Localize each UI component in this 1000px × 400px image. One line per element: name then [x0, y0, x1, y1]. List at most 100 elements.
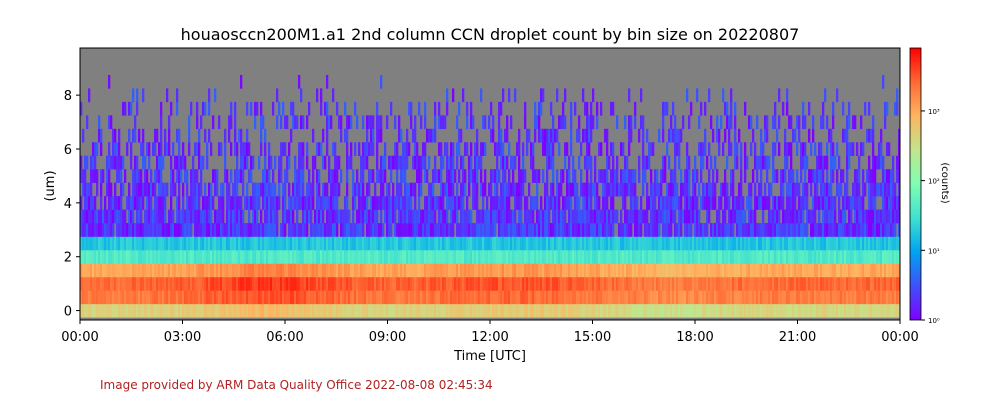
heatmap-cell [740, 290, 743, 305]
heatmap-cell [836, 249, 839, 264]
heatmap-cell [300, 223, 303, 237]
heatmap-cell [524, 263, 527, 278]
heatmap-cell [230, 196, 233, 210]
heatmap-cell [706, 155, 709, 170]
heatmap-cell [722, 88, 725, 103]
heatmap-cell [236, 303, 239, 318]
heatmap-cell [786, 236, 789, 251]
heatmap-cell [544, 182, 547, 197]
heatmap-cell [768, 290, 771, 305]
heatmap-cell [242, 169, 245, 183]
heatmap-cell [596, 209, 599, 224]
heatmap-cell [676, 236, 679, 251]
heatmap-cell [170, 236, 173, 251]
heatmap-cell [424, 303, 427, 318]
heatmap-cell [634, 236, 637, 251]
heatmap-cell [402, 249, 405, 264]
heatmap-cell [438, 236, 441, 251]
heatmap-cell [804, 182, 807, 197]
heatmap-cell [428, 223, 431, 237]
heatmap-cell [736, 142, 739, 157]
heatmap-cell [268, 196, 271, 210]
heatmap-cell [554, 236, 557, 251]
heatmap-cell [756, 276, 759, 291]
heatmap-cell [160, 128, 163, 143]
heatmap-cell [498, 236, 501, 251]
heatmap-cell [168, 115, 171, 130]
heatmap-cell [638, 249, 641, 264]
heatmap-cell [100, 169, 103, 183]
heatmap-cell [634, 290, 637, 305]
heatmap-cell [814, 303, 817, 318]
heatmap-cell [694, 196, 697, 210]
heatmap-cell [302, 223, 305, 237]
heatmap-cell [536, 223, 539, 237]
heatmap-cell [298, 142, 301, 157]
heatmap-cell [292, 196, 295, 210]
heatmap-cell [664, 249, 667, 264]
heatmap-cell [764, 303, 767, 318]
heatmap-cell [700, 223, 703, 237]
heatmap-cell [662, 196, 665, 210]
heatmap-cell [386, 196, 389, 210]
heatmap-cell [150, 263, 153, 278]
heatmap-cell [370, 290, 373, 305]
heatmap-cell [760, 303, 763, 318]
heatmap-cell [510, 263, 513, 278]
heatmap-cell [222, 303, 225, 318]
heatmap-cell [490, 249, 493, 264]
heatmap-cell [668, 223, 671, 237]
heatmap-cell [316, 169, 319, 183]
heatmap-cell [728, 128, 731, 143]
heatmap-cell [476, 263, 479, 278]
heatmap-cell [776, 290, 779, 305]
heatmap-cell [522, 142, 525, 157]
heatmap-cell [734, 236, 737, 251]
heatmap-cell [122, 303, 125, 318]
heatmap-cell [728, 209, 731, 224]
heatmap-cell [386, 115, 389, 130]
heatmap-cell [886, 182, 889, 197]
heatmap-cell [238, 276, 241, 291]
heatmap-cell [226, 223, 229, 237]
heatmap-cell [398, 209, 401, 224]
heatmap-cell [472, 263, 475, 278]
heatmap-cell [374, 276, 377, 291]
heatmap-cell [814, 209, 817, 224]
heatmap-cell [578, 236, 581, 251]
heatmap-cell [578, 290, 581, 305]
heatmap-cell [396, 303, 399, 318]
heatmap-cell [634, 101, 637, 116]
heatmap-cell [320, 303, 323, 318]
heatmap-cell [94, 169, 97, 183]
heatmap-cell [828, 249, 831, 264]
heatmap-cell [856, 209, 859, 224]
heatmap-cell [830, 276, 833, 291]
heatmap-cell [160, 249, 163, 264]
heatmap-cell [82, 223, 85, 237]
heatmap-cell [898, 155, 901, 170]
heatmap-cell [814, 236, 817, 251]
heatmap-cell [144, 303, 147, 318]
heatmap-cell [168, 263, 171, 278]
heatmap-cell [856, 196, 859, 210]
heatmap-cell [380, 169, 383, 183]
heatmap-cell [802, 101, 805, 116]
heatmap-cell [566, 249, 569, 264]
heatmap-cell [258, 182, 261, 197]
heatmap-cell [774, 101, 777, 116]
heatmap-cell [856, 276, 859, 291]
heatmap-cell [164, 142, 167, 157]
heatmap-cell [292, 223, 295, 237]
heatmap-cell [848, 196, 851, 210]
heatmap-cell [238, 303, 241, 318]
heatmap-cell [860, 115, 863, 130]
heatmap-cell [642, 303, 645, 318]
heatmap-cell [828, 223, 831, 237]
heatmap-cell [514, 263, 517, 278]
heatmap-cell [732, 209, 735, 224]
heatmap-cell [662, 101, 665, 116]
heatmap-cell [118, 209, 121, 224]
heatmap-cell [628, 209, 631, 224]
heatmap-cell [404, 263, 407, 278]
